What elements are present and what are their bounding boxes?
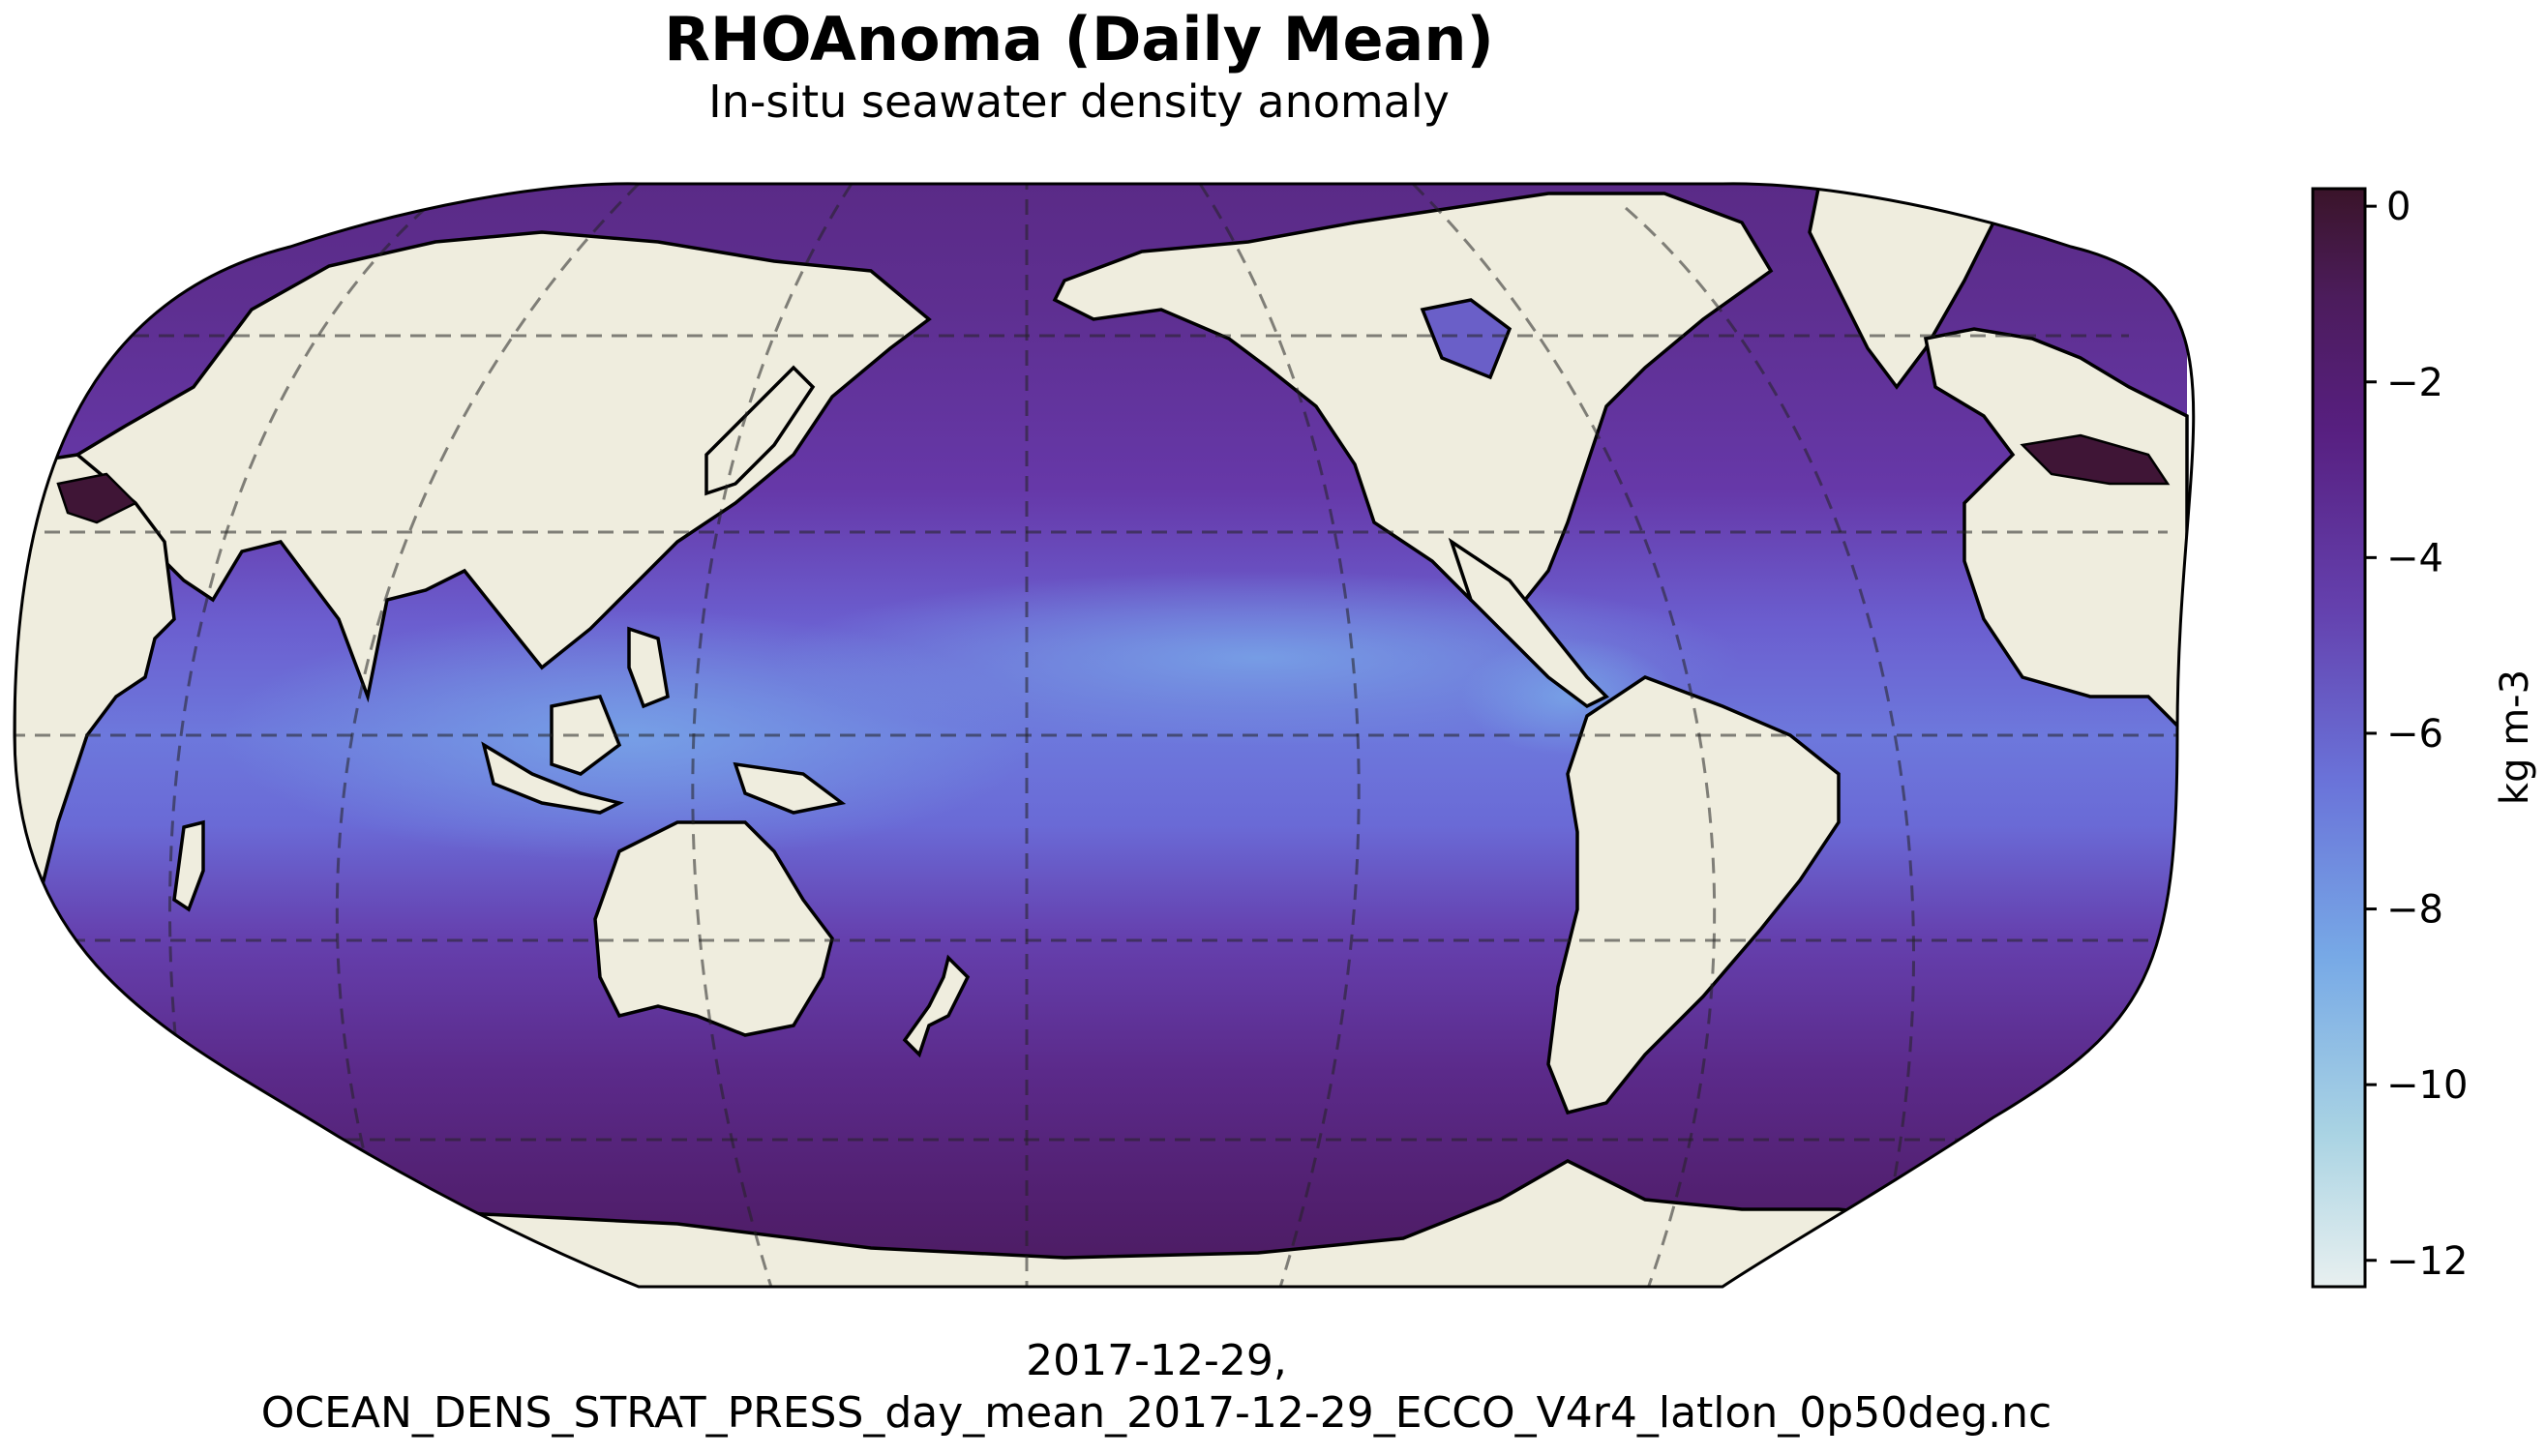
colorbar-tick-label: −6 [2386, 712, 2443, 757]
land-new-zealand [902, 954, 971, 1058]
gridline-lon-90w [1625, 206, 1915, 1288]
globe [15, 183, 2189, 1288]
colorbar-tick-label: −2 [2386, 361, 2443, 405]
footer-filename: OCEAN_DENS_STRAT_PRESS_day_mean_2017-12-… [260, 1388, 2052, 1438]
land-central-america [1448, 537, 1609, 709]
land-south-america [1546, 675, 1841, 1115]
map-footer: 2017-12-29, OCEAN_DENS_STRAT_PRESS_day_m… [0, 1335, 2313, 1440]
globe-outline [13, 182, 2196, 1289]
land-australia [593, 820, 834, 1037]
land-borneo [550, 694, 622, 776]
land-north-america [1052, 192, 1774, 622]
land-madagascar [172, 819, 205, 912]
map-title: RHOAnoma (Daily Mean) [664, 4, 1494, 74]
land-new-guinea [733, 761, 847, 815]
hudson-bay [1420, 298, 1513, 380]
footer-date: 2017-12-29, [1026, 1336, 1287, 1385]
land-europe-africa-west [1923, 327, 2189, 740]
map-subtitle: In-situ seawater density anomaly [708, 75, 1450, 128]
graticule [15, 183, 2177, 1288]
land-eurasia [75, 230, 932, 703]
colorbar-ticks: 0 −2 −4 −6 −8 −10 −12 [2365, 185, 2468, 1284]
colorbar-bar [2311, 187, 2367, 1289]
colorbar-tick-label: 0 [2386, 185, 2411, 229]
colorbar-tick-label: −10 [2386, 1063, 2468, 1108]
mediterranean-sea [2020, 433, 2171, 486]
colorbar: 0 −2 −4 −6 −8 −10 −12 kg m-3 [2311, 185, 2537, 1289]
colorbar-tick-label: −8 [2386, 888, 2443, 933]
colorbar-title: kg m-3 [2493, 669, 2537, 805]
colorbar-tick-label: −12 [2386, 1239, 2468, 1284]
land-sumatra-java [481, 741, 625, 815]
caspian-red-sea [56, 472, 138, 524]
colorbar-tick-label: −4 [2386, 536, 2443, 580]
land-masses [15, 183, 2189, 1288]
land-philippines [627, 626, 670, 709]
